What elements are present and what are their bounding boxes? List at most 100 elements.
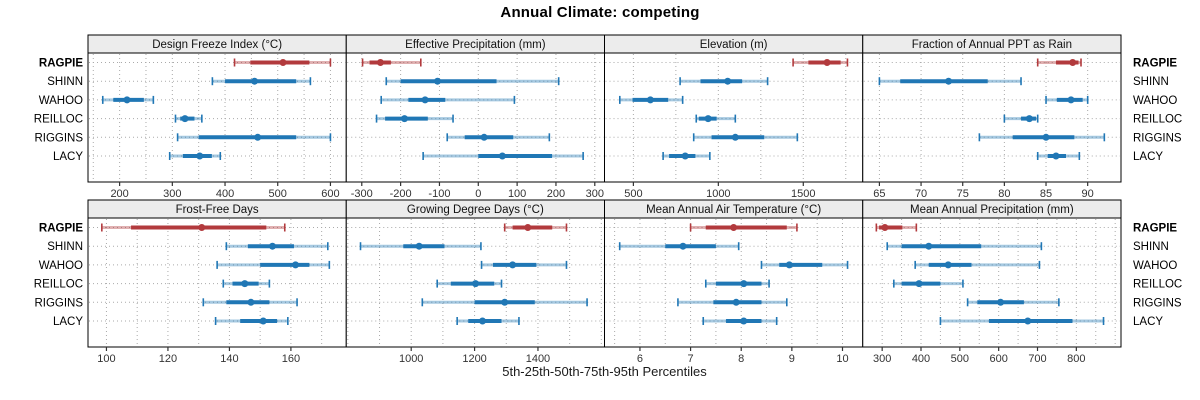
median-dot-reilloc [181, 115, 189, 123]
axis-tick-label: 600 [989, 353, 1007, 365]
median-dot-reilloc [915, 280, 923, 288]
axis-tick-label: 9 [789, 353, 795, 365]
row-label-right-ragpie: RAGPIE [1133, 223, 1177, 235]
axis-tick-label: 120 [159, 353, 177, 365]
median-dot-wahoo [1067, 96, 1075, 104]
row-label-left-shinn: SHINN [47, 76, 83, 88]
median-dot-shinn [268, 242, 276, 250]
axis-tick-label: 200 [547, 188, 565, 200]
axis-tick-label: 80 [998, 188, 1010, 200]
row-label-left-lacy: LACY [53, 316, 83, 328]
axis-tick-label: 400 [912, 353, 930, 365]
median-dot-reilloc [241, 280, 249, 288]
row-label-left-riggins: RIGGINS [34, 297, 83, 309]
panel-fraction-of-annual-ppt-as-rain [862, 52, 1122, 183]
axis-tick-label: 140 [220, 353, 238, 365]
median-dot-shinn [415, 242, 423, 250]
row-label-right-shinn: SHINN [1133, 76, 1169, 88]
median-dot-wahoo [944, 261, 952, 269]
axis-tick-label: 500 [624, 188, 642, 200]
row-label-right-lacy: LACY [1133, 151, 1163, 163]
median-dot-riggins [480, 133, 488, 141]
median-dot-ragpie [823, 59, 831, 66]
row-label-left-reilloc: REILLOC [34, 114, 83, 126]
median-dot-riggins [731, 133, 739, 141]
row-label-right-ragpie: RAGPIE [1133, 58, 1177, 70]
axis-tick-label: 75 [957, 188, 969, 200]
axis-tick-label: 300 [873, 353, 891, 365]
axis-tick-label: 100 [508, 188, 526, 200]
axis-tick-label: 10 [836, 353, 848, 365]
median-dot-riggins [247, 298, 255, 306]
median-dot-shinn [724, 77, 732, 85]
median-dot-lacy [681, 152, 689, 160]
row-label-right-reilloc: REILLOC [1133, 114, 1182, 126]
panel-design-freeze-index-c [87, 52, 347, 183]
median-dot-shinn [251, 77, 259, 85]
row-label-right-riggins: RIGGINS [1133, 297, 1182, 309]
median-dot-wahoo [123, 96, 131, 104]
axis-tick-label: 0 [475, 188, 481, 200]
axis-tick-label: 8 [738, 353, 744, 365]
axis-tick-label: 65 [873, 188, 885, 200]
median-dot-ragpie [730, 224, 738, 231]
row-label-left-riggins: RIGGINS [34, 132, 83, 144]
axis-tick-label: 500 [951, 353, 969, 365]
x-axis-title: 5th-25th-50th-75th-95th Percentiles [502, 364, 707, 379]
median-dot-riggins [254, 133, 262, 141]
axis-tick-label: -100 [428, 188, 450, 200]
median-dot-ragpie [198, 224, 206, 231]
axis-tick-label: 300 [163, 188, 181, 200]
median-dot-lacy [498, 152, 506, 160]
median-dot-wahoo [292, 261, 300, 269]
row-label-right-lacy: LACY [1133, 316, 1163, 328]
axis-tick-label: 800 [1067, 353, 1085, 365]
axis-tick-label: 500 [269, 188, 287, 200]
panel-frost-free-days [87, 217, 347, 348]
strip-title-mean-annual-air-temperature-c: Mean Annual Air Temperature (°C) [646, 204, 821, 216]
median-dot-lacy [196, 152, 204, 160]
median-dot-riggins [732, 298, 740, 306]
axis-tick-label: 90 [1082, 188, 1094, 200]
median-dot-wahoo [421, 96, 429, 104]
axis-tick-label: 200 [110, 188, 128, 200]
row-label-right-wahoo: WAHOO [1133, 95, 1177, 107]
axis-tick-label: -200 [390, 188, 412, 200]
axis-tick-label: 85 [1040, 188, 1052, 200]
row-label-left-shinn: SHINN [47, 241, 83, 253]
axis-tick-label: 1400 [526, 353, 550, 365]
row-label-left-wahoo: WAHOO [39, 260, 83, 272]
axis-tick-label: 1200 [462, 353, 486, 365]
median-dot-reilloc [740, 280, 748, 288]
median-dot-ragpie [881, 224, 889, 231]
strip-title-effective-precipitation-mm: Effective Precipitation (mm) [405, 39, 546, 51]
axis-tick-label: 7 [688, 353, 694, 365]
row-label-left-reilloc: REILLOC [34, 279, 83, 291]
median-dot-lacy [740, 317, 748, 325]
row-label-right-reilloc: REILLOC [1133, 279, 1182, 291]
median-dot-lacy [1052, 152, 1060, 160]
strip-title-fraction-of-annual-ppt-as-rain: Fraction of Annual PPT as Rain [912, 39, 1072, 51]
median-dot-reilloc [472, 280, 480, 288]
median-dot-wahoo [509, 261, 517, 269]
axis-tick-label: 6 [637, 353, 643, 365]
axis-tick-label: 1000 [706, 188, 730, 200]
row-label-left-lacy: LACY [53, 151, 83, 163]
median-dot-ragpie [376, 59, 384, 66]
median-dot-wahoo [646, 96, 654, 104]
median-dot-reilloc [401, 115, 409, 123]
panel-elevation-m [604, 52, 864, 183]
median-dot-shinn [945, 77, 953, 85]
row-label-left-wahoo: WAHOO [39, 95, 83, 107]
axis-tick-label: 700 [1028, 353, 1046, 365]
axis-tick-label: 600 [321, 188, 339, 200]
row-label-right-shinn: SHINN [1133, 241, 1169, 253]
axis-tick-label: 1000 [399, 353, 423, 365]
axis-tick-label: 70 [915, 188, 927, 200]
strip-title-design-freeze-index-c: Design Freeze Index (°C) [152, 39, 282, 51]
median-dot-riggins [997, 298, 1005, 306]
row-label-right-wahoo: WAHOO [1133, 260, 1177, 272]
axis-tick-label: 1500 [791, 188, 815, 200]
